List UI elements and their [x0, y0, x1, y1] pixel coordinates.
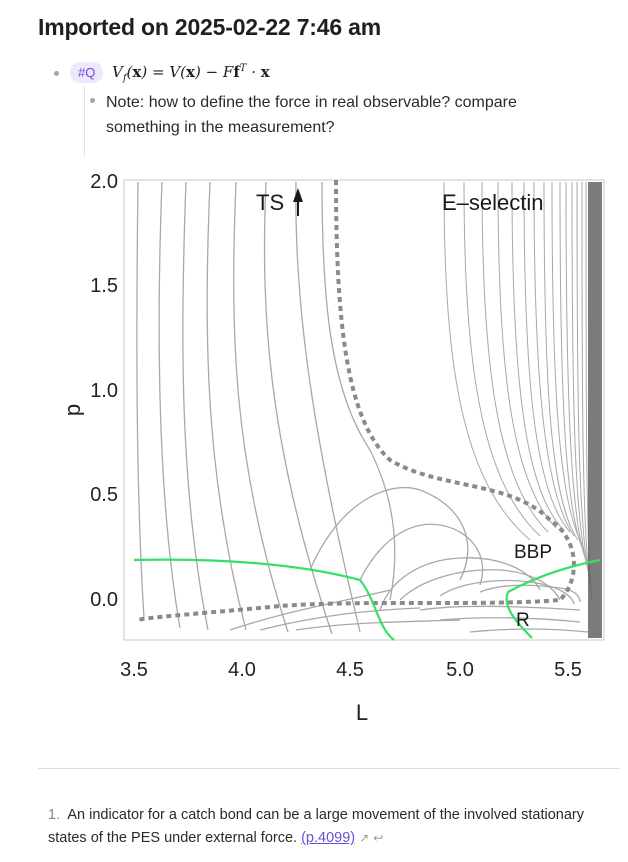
- footnote-number: 1.: [48, 807, 61, 823]
- footnote: 1. An indicator for a catch bond can be …: [48, 804, 618, 850]
- plot-frame: [123, 179, 605, 641]
- bullet-dot[interactable]: [90, 98, 95, 103]
- green-curves: [133, 558, 601, 641]
- divider: [38, 768, 620, 769]
- label-bbp: BBP: [514, 542, 552, 563]
- x-axis-label: L: [356, 700, 368, 725]
- tag-q[interactable]: #Q: [70, 62, 104, 83]
- label-r: R: [516, 610, 530, 631]
- xtick-label: 4.5: [336, 659, 364, 681]
- page-title: Imported on 2025-02-22 7:46 am: [38, 14, 381, 40]
- formula: Vf(x) = V(x) − FfT · x: [112, 63, 270, 84]
- arrow-up-icon: [293, 188, 303, 216]
- note-text: Note: how to define the force in real ob…: [106, 94, 517, 136]
- xtick-label: 5.0: [446, 659, 474, 681]
- bullet-dot[interactable]: [54, 71, 59, 76]
- label-ts: TS: [256, 190, 284, 215]
- footnote-text: An indicator for a catch bond can be a l…: [48, 807, 584, 846]
- page-link[interactable]: (p.4099): [301, 830, 356, 846]
- xtick-label: 4.0: [228, 659, 256, 681]
- ytick-label: 0.0: [90, 589, 118, 611]
- return-icon[interactable]: ↩: [373, 831, 384, 845]
- y-axis-label: d: [63, 404, 88, 416]
- reaction-path: [135, 179, 576, 622]
- xtick-label: 3.5: [120, 659, 148, 681]
- pes-contour-figure: TS E–selectin BBP R 2.0 1.5 1.0 0.5 0.0 …: [63, 171, 605, 725]
- e-selectin-contours: [443, 181, 593, 601]
- external-link-icon[interactable]: ↗: [359, 831, 370, 845]
- contour-lines: [136, 181, 589, 635]
- thread-line: [84, 86, 85, 156]
- ytick-label: 0.5: [90, 484, 118, 506]
- ytick-label: 1.0: [90, 380, 118, 402]
- wall-band: [588, 182, 602, 638]
- label-e-selectin: E–selectin: [442, 190, 544, 215]
- ytick-label: 2.0: [90, 171, 118, 193]
- ytick-label: 1.5: [90, 275, 118, 297]
- xtick-label: 5.5: [554, 659, 582, 681]
- y-tick-labels: 2.0 1.5 1.0 0.5 0.0: [90, 171, 118, 611]
- x-tick-labels: 3.5 4.0 4.5 5.0 5.5: [120, 659, 582, 681]
